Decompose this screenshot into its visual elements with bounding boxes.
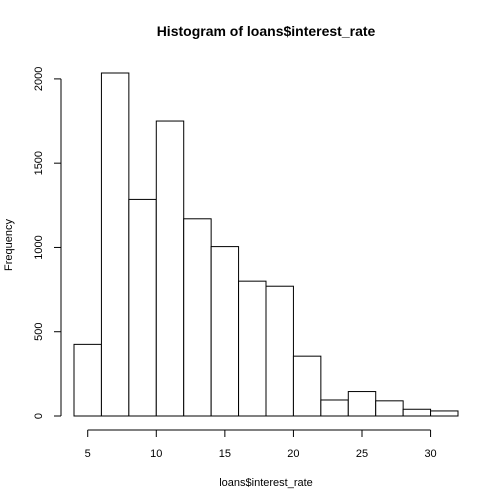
histogram-bar: [430, 410, 459, 417]
histogram-bar: [210, 246, 240, 417]
chart-title: Histogram of loans$interest_rate: [157, 23, 376, 39]
x-tick-label: 5: [85, 448, 91, 460]
x-tick-label: 25: [356, 448, 368, 460]
histogram-bar: [238, 280, 267, 417]
x-tick-label: 15: [219, 448, 231, 460]
x-tick-label: 20: [287, 448, 299, 460]
x-tick-label: 10: [150, 448, 162, 460]
y-axis: 0 500 1000 1500 2000: [33, 67, 62, 419]
histogram-bar: [375, 400, 404, 417]
bars-group: [73, 72, 459, 417]
histogram-bar: [265, 285, 294, 417]
histogram-bar: [155, 120, 185, 417]
histogram-bar: [292, 355, 322, 417]
histogram-bar: [183, 218, 212, 417]
y-tick-label: 2000: [33, 67, 45, 91]
histogram-bar: [73, 343, 102, 417]
y-axis-label: Frequency: [3, 219, 15, 271]
histogram-bar: [347, 391, 377, 417]
y-tick-label: 500: [33, 323, 45, 341]
x-axis: 5 10 15 20 25 30: [85, 429, 437, 460]
y-tick-label: 1500: [33, 151, 45, 175]
histogram-bar: [320, 399, 349, 417]
histogram-bar: [128, 198, 157, 417]
y-tick-label: 0: [33, 413, 45, 419]
histogram-bar: [100, 72, 130, 417]
histogram-bar: [402, 408, 432, 417]
x-axis-label: loans$interest_rate: [219, 477, 313, 489]
y-tick-label: 1000: [33, 235, 45, 259]
x-tick-label: 30: [424, 448, 436, 460]
